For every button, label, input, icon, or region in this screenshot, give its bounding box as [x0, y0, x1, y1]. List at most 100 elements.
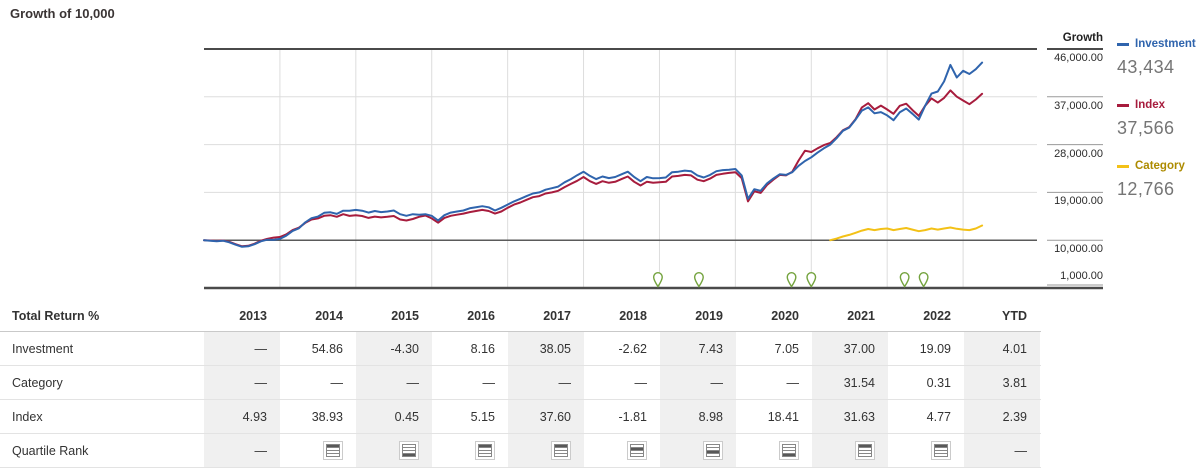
table-cell: 0.31 — [926, 375, 951, 390]
legend-entry-investment[interactable]: Investment 43,434 — [1117, 36, 1197, 78]
table-cell: -1.81 — [618, 409, 648, 424]
table-cell: -4.30 — [356, 332, 432, 365]
table-row: Category — — — — — — — — 31.54 0.31 3.81 — [0, 366, 1041, 400]
row-label: Index — [12, 409, 43, 424]
legend-entry-category[interactable]: Category 12,766 — [1117, 158, 1197, 200]
pin-icon[interactable] — [786, 272, 797, 288]
table-cell: — — [786, 375, 800, 390]
column-header: 2016 — [467, 308, 495, 323]
column-header: 2017 — [543, 308, 571, 323]
legend-value-index: 37,566 — [1117, 118, 1175, 138]
quartile-rank-1-icon[interactable] — [551, 441, 571, 460]
pin-icon[interactable] — [806, 272, 817, 288]
table-cell — [508, 434, 584, 467]
quartile-rank-1-icon[interactable] — [931, 441, 951, 460]
table-cell: 5.15 — [470, 409, 495, 424]
table-cell: 38.93 — [311, 409, 343, 424]
chart-legend: Investment 43,434 Index 37,566 Category … — [1117, 36, 1197, 219]
table-header-row: Total Return % 2013 2014 2015 2016 2017 2018 20… — [0, 300, 1041, 332]
table-cell — [888, 434, 964, 467]
table-cell: 4.93 — [204, 400, 280, 433]
table-cell: 18.41 — [767, 409, 799, 424]
legend-label-investment: Investment — [1135, 38, 1196, 50]
table-cell: — — [660, 366, 736, 399]
column-header: 2018 — [619, 308, 647, 323]
quartile-rank-4-icon[interactable] — [779, 441, 799, 460]
table-cell: 7.43 — [660, 332, 736, 365]
table-cell: -2.62 — [618, 341, 648, 356]
category-line — [829, 224, 984, 242]
y-tick-label: 46,000.00 — [1054, 52, 1103, 64]
y-axis-title: Growth — [1062, 32, 1103, 44]
table-cell: 3.81 — [964, 366, 1040, 399]
row-label: Investment — [12, 341, 74, 356]
table-cell: — — [964, 434, 1040, 467]
table-cell: 2.39 — [964, 400, 1040, 433]
table-cell: — — [330, 375, 344, 390]
category-line-swatch-icon — [1117, 164, 1129, 168]
table-cell: — — [204, 434, 280, 467]
table-cell: 38.05 — [508, 332, 584, 365]
table-row: Quartile Rank — — — [0, 434, 1041, 468]
row-label: Category — [12, 375, 63, 390]
y-tick-label: 37,000.00 — [1054, 99, 1103, 112]
legend-entry-index[interactable]: Index 37,566 — [1117, 97, 1197, 139]
row-label: Total Return % — [12, 308, 100, 323]
table-cell — [812, 434, 888, 467]
table-cell: 8.98 — [660, 400, 736, 433]
table-cell — [356, 434, 432, 467]
y-tick-label: 19,000.00 — [1054, 195, 1103, 208]
table-cell: 7.05 — [774, 341, 799, 356]
table-cell — [584, 434, 660, 467]
quartile-rank-4-icon[interactable] — [399, 441, 419, 460]
y-tick-label: 10,000.00 — [1054, 243, 1103, 256]
table-cell: 54.86 — [311, 341, 343, 356]
table-cell: 4.01 — [964, 332, 1040, 365]
table-cell — [736, 434, 812, 467]
growth-chart-area[interactable]: Growth 46,000.00 37,000.00 28,000.00 19,000… — [0, 0, 1197, 299]
table-cell — [660, 434, 736, 467]
table-cell: 37.00 — [812, 332, 888, 365]
y-tick-label: 28,000.00 — [1054, 147, 1103, 160]
quartile-rank-1-icon[interactable] — [475, 441, 495, 460]
pin-icon[interactable] — [918, 272, 929, 288]
table-cell: 4.77 — [926, 409, 951, 424]
table-cell: 8.16 — [470, 341, 495, 356]
y-tick-label: 1,000.00 — [1060, 270, 1103, 282]
pin-icon[interactable] — [693, 272, 704, 288]
table-cell: — — [508, 366, 584, 399]
column-header: 2020 — [771, 308, 799, 323]
legend-label-category: Category — [1135, 160, 1185, 172]
column-header: 2022 — [923, 308, 951, 323]
column-header: 2021 — [847, 308, 875, 323]
pin-icon[interactable] — [652, 272, 663, 288]
table-cell: 37.60 — [508, 400, 584, 433]
table-cell: — — [356, 366, 432, 399]
table-cell: 0.45 — [356, 400, 432, 433]
column-header: 2015 — [391, 308, 419, 323]
table-cell — [280, 434, 356, 467]
table-row: Index 4.93 38.93 0.45 5.15 37.60 -1.81 8.98 18.4… — [0, 400, 1041, 434]
investment-line — [203, 61, 984, 248]
table-cell: — — [482, 375, 496, 390]
table-cell — [432, 434, 508, 467]
table-cell: — — [634, 375, 648, 390]
growth-chart[interactable] — [0, 0, 1197, 299]
chart-title: Growth of 10,000 — [10, 6, 115, 21]
quartile-rank-3-icon[interactable] — [703, 441, 723, 460]
pin-icon[interactable] — [899, 272, 910, 288]
legend-value-category: 12,766 — [1117, 179, 1175, 199]
investment-line-swatch-icon — [1117, 42, 1129, 46]
quartile-rank-1-icon[interactable] — [323, 441, 343, 460]
legend-value-investment: 43,434 — [1117, 57, 1175, 77]
quartile-rank-1-icon[interactable] — [855, 441, 875, 460]
quartile-rank-2-icon[interactable] — [627, 441, 647, 460]
legend-label-index: Index — [1135, 99, 1166, 111]
column-header: 2014 — [315, 308, 343, 323]
table-cell: 31.63 — [812, 400, 888, 433]
row-label: Quartile Rank — [12, 443, 89, 458]
index-line-swatch-icon — [1117, 103, 1129, 107]
table-cell: — — [204, 366, 280, 399]
total-return-table: Total Return % 2013 2014 2015 2016 2017 2018 20… — [0, 300, 1041, 468]
